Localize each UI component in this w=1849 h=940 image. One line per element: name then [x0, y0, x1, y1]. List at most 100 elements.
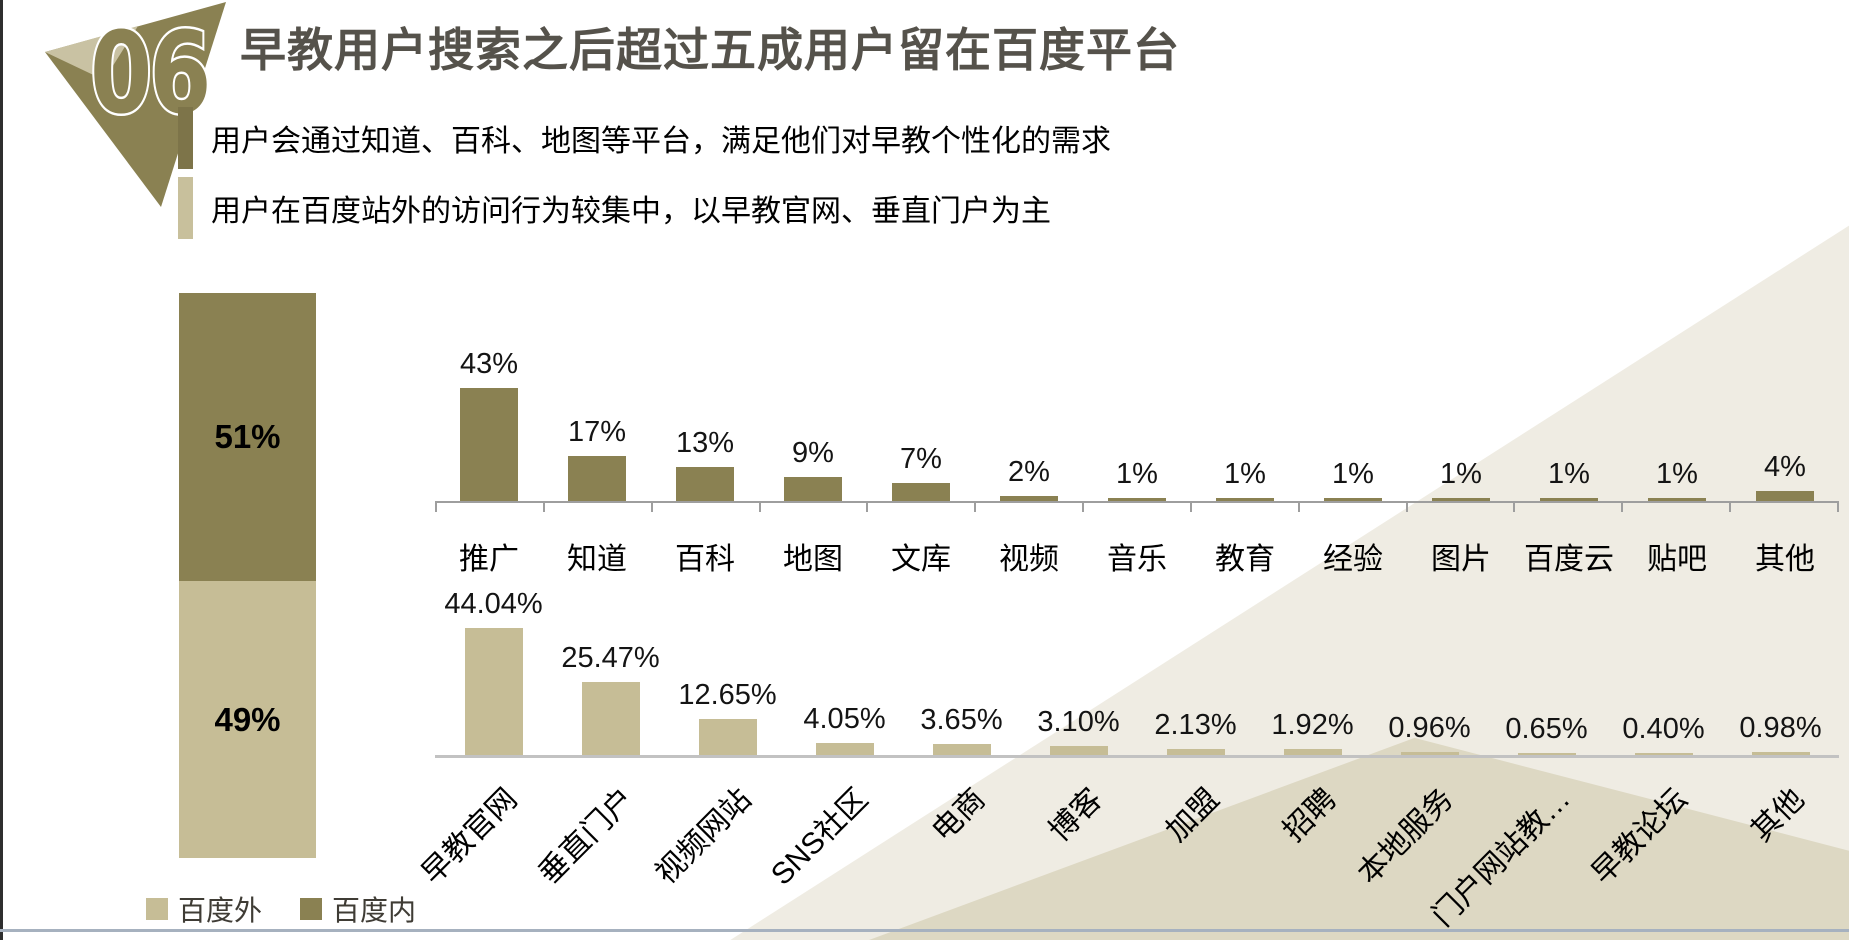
- bar-value-label: 3.10%: [1037, 706, 1120, 739]
- bullet-accent-bar: [178, 177, 193, 239]
- chart-column: 1%: [1515, 458, 1623, 501]
- axis-tick: [653, 503, 761, 512]
- bar-value-label: 1%: [1440, 458, 1482, 491]
- category-label-cell: 视频网站: [649, 758, 786, 940]
- badge-kite-facet: [45, 26, 138, 80]
- category-label: 其他: [1755, 543, 1815, 576]
- bar-地图: [784, 477, 842, 501]
- category-label-cell: 经验: [1299, 512, 1407, 578]
- category-label: 百度云: [1524, 543, 1614, 576]
- category-label: 贴吧: [1647, 543, 1707, 576]
- category-label: 文库: [891, 543, 951, 576]
- bar-招聘: [1283, 749, 1342, 755]
- legend-label: 百度内: [332, 896, 417, 927]
- legend-swatch-baidu-inside: [300, 898, 323, 920]
- category-labels-row: 早教官网 垂直门户 视频网站 SNS社区 电商 博客 加盟 招聘 本地服务 门户网站教… 早教论坛其…: [415, 758, 1839, 940]
- bar-教育: [1216, 498, 1274, 501]
- axis-tick: [435, 503, 545, 512]
- category-label: 其他: [1744, 782, 1811, 849]
- category-label-cell: 视频: [975, 512, 1083, 578]
- chart-column: 2%: [975, 456, 1083, 501]
- chart-column: 25.47%: [552, 642, 669, 755]
- bar-value-label: 13%: [675, 426, 735, 459]
- category-label: 图片: [1431, 543, 1491, 576]
- axis-tick: [976, 503, 1085, 512]
- bar-博客: [1049, 746, 1108, 755]
- bar-value-label: 1%: [1548, 458, 1590, 491]
- bar-早教官网: [464, 628, 523, 755]
- bar-value-label: 0.96%: [1388, 712, 1471, 745]
- category-label-cell: 教育: [1191, 512, 1299, 578]
- chart-column: 44.04%: [435, 588, 552, 755]
- category-label-cell: 早教论坛: [1585, 758, 1722, 940]
- bullet-text: 用户会通过知道、百科、地图等平台，满足他们对早教个性化的需求: [211, 125, 1111, 158]
- bar-value-label: 0.40%: [1622, 713, 1705, 745]
- category-label-cell: 百度云: [1515, 512, 1623, 578]
- chart-column: 0.96%: [1371, 712, 1488, 755]
- category-label-cell: 加盟: [1137, 758, 1254, 940]
- bar-value-label: 0.98%: [1739, 712, 1822, 745]
- category-label-cell: 文库: [867, 512, 975, 578]
- bar-电商: [932, 744, 991, 755]
- bar-经验: [1324, 498, 1382, 501]
- chart-column: 1.92%: [1254, 709, 1371, 755]
- bar-value-label: 25.47%: [561, 641, 660, 674]
- page-title: 早教用户搜索之后超过五成用户留在百度平台: [240, 24, 1180, 76]
- category-label: 知道: [567, 543, 627, 576]
- axis-tick: [1084, 503, 1192, 512]
- bar-文库: [892, 482, 950, 501]
- category-label: 音乐: [1107, 543, 1167, 576]
- bars-row: 44.04% 25.47% 12.65% 4.05% 3.65% 3.10% 2.13% 1.…: [435, 588, 1839, 758]
- category-label-cell: 其他: [1722, 758, 1839, 940]
- category-label-cell: 门户网站教…: [1426, 758, 1605, 940]
- bar-视频: [1000, 495, 1058, 501]
- axis-tick: [1408, 503, 1516, 512]
- axis-tick: [1623, 503, 1732, 512]
- axis-tick: [1300, 503, 1408, 512]
- stacked-column-chart: 51% 49%: [179, 293, 316, 858]
- chart-column: 4.05%: [786, 703, 903, 755]
- category-label-cell: 地图: [759, 512, 867, 578]
- category-label-cell: 推广: [435, 512, 543, 578]
- bar-value-label: 9%: [792, 437, 834, 470]
- category-label: 电商: [925, 782, 992, 849]
- stacked-segment-百度内: 51%: [179, 293, 316, 582]
- category-label: 招聘: [1276, 782, 1343, 849]
- chart-column: 3.10%: [1020, 706, 1137, 755]
- chart-column: 2.13%: [1137, 709, 1254, 755]
- chart-column: 9%: [759, 437, 867, 501]
- bar-value-label: 1%: [1332, 458, 1374, 491]
- axis-tick: [1515, 503, 1624, 512]
- category-label-cell: 百科: [651, 512, 759, 578]
- bullet-accent-bar: [178, 107, 193, 169]
- category-labels-row: 推广 知道 百科 地图 文库 视频 音乐 教育 经验 图片 百度云 贴吧 其他: [435, 512, 1839, 578]
- chart-column: 3.65%: [903, 704, 1020, 755]
- category-label: 经验: [1323, 543, 1383, 576]
- bar-value-label: 12.65%: [678, 678, 777, 711]
- bar-视频网站: [698, 718, 757, 755]
- bar-其他: [1756, 490, 1814, 501]
- bar-知道: [568, 456, 626, 501]
- axis-tick: [1192, 503, 1300, 512]
- chart-column: 1%: [1299, 458, 1407, 501]
- axis-tick: [868, 503, 977, 512]
- category-label-cell: 垂直门户: [532, 758, 669, 940]
- chart-column: 7%: [867, 443, 975, 501]
- bar-value-label: 7%: [900, 442, 942, 475]
- category-label: 推广: [459, 543, 519, 576]
- bar-贴吧: [1648, 498, 1706, 501]
- bar-本地服务: [1400, 752, 1459, 755]
- category-label-cell: 早教官网: [415, 758, 552, 940]
- bar-百科: [676, 466, 734, 501]
- bullet-text: 用户在百度站外的访问行为较集中，以早教官网、垂直门户为主: [211, 195, 1051, 228]
- axis-ticks-row: [435, 503, 1839, 512]
- category-label: 加盟: [1159, 782, 1226, 849]
- bottom-border-line: [0, 929, 1849, 932]
- bullet-list: 用户会通过知道、百科、地图等平台，满足他们对早教个性化的需求 用户在百度站外的访…: [178, 106, 1111, 246]
- category-label-cell: 贴吧: [1623, 512, 1731, 578]
- bar-value-label: 1.92%: [1271, 709, 1354, 742]
- category-label-cell: 招聘: [1254, 758, 1371, 940]
- chart-column: 12.65%: [669, 679, 786, 755]
- left-edge-line: [0, 0, 3, 940]
- bar-value-label: 1%: [1224, 458, 1266, 491]
